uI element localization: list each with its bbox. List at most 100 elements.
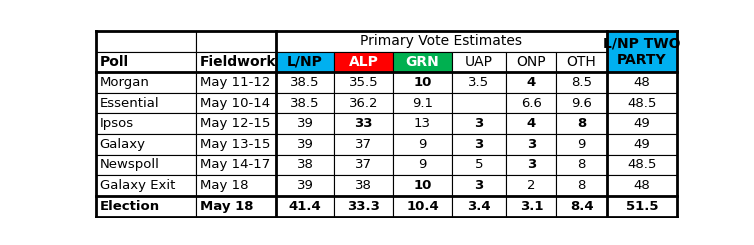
Text: 48.5: 48.5 (627, 159, 657, 172)
Bar (335, 196, 393, 217)
Text: 8: 8 (578, 179, 586, 192)
Text: 3: 3 (527, 138, 536, 151)
Text: May 18: May 18 (200, 179, 249, 192)
Text: May 18: May 18 (200, 200, 253, 213)
Text: 39: 39 (297, 117, 314, 130)
Text: Essential: Essential (100, 97, 159, 110)
Bar (335, 175, 393, 196)
Text: 51.5: 51.5 (626, 200, 658, 213)
Text: 35.5: 35.5 (349, 76, 379, 89)
Bar (506, 93, 556, 113)
Bar (452, 155, 506, 175)
Text: 6.6: 6.6 (521, 97, 542, 110)
Text: 36.2: 36.2 (349, 97, 379, 110)
Bar (393, 51, 452, 72)
Text: 49: 49 (633, 117, 650, 130)
Bar (506, 113, 556, 134)
Bar (607, 134, 677, 155)
Text: L/NP TWO
PARTY: L/NP TWO PARTY (603, 37, 681, 67)
Bar (607, 31, 677, 72)
Text: 10.4: 10.4 (406, 200, 439, 213)
Text: 9: 9 (418, 159, 427, 172)
Bar (276, 155, 335, 175)
Bar (556, 134, 607, 155)
Text: 3.1: 3.1 (520, 200, 543, 213)
Bar (276, 31, 607, 51)
Text: Primary Vote Estimates: Primary Vote Estimates (360, 34, 523, 48)
Text: 4: 4 (527, 76, 536, 89)
Bar (452, 51, 506, 72)
Bar (556, 93, 607, 113)
Bar (607, 175, 677, 196)
Text: 37: 37 (355, 159, 372, 172)
Bar (276, 175, 335, 196)
Bar (556, 196, 607, 217)
Text: Morgan: Morgan (100, 76, 149, 89)
Bar (196, 93, 276, 113)
Text: 10: 10 (413, 76, 431, 89)
Text: Galaxy: Galaxy (100, 138, 146, 151)
Bar (335, 51, 393, 72)
Text: 33.3: 33.3 (348, 200, 380, 213)
Bar (556, 72, 607, 93)
Text: 38.5: 38.5 (290, 97, 320, 110)
Text: 9: 9 (418, 138, 427, 151)
Text: ALP: ALP (349, 55, 379, 69)
Text: May 10-14: May 10-14 (200, 97, 270, 110)
Text: 4: 4 (527, 117, 536, 130)
Bar (276, 196, 335, 217)
Bar (196, 51, 276, 72)
Bar (96, 155, 196, 175)
Bar (96, 113, 196, 134)
Bar (452, 113, 506, 134)
Bar (96, 51, 196, 72)
Text: 48: 48 (633, 76, 650, 89)
Bar (607, 93, 677, 113)
Text: 48.5: 48.5 (627, 97, 657, 110)
Bar (556, 51, 607, 72)
Text: 5: 5 (475, 159, 483, 172)
Text: 39: 39 (297, 179, 314, 192)
Bar (607, 113, 677, 134)
Text: 9.6: 9.6 (571, 97, 592, 110)
Text: 38.5: 38.5 (290, 76, 320, 89)
Bar (196, 113, 276, 134)
Text: Ipsos: Ipsos (100, 117, 133, 130)
Bar (506, 175, 556, 196)
Bar (276, 113, 335, 134)
Text: GRN: GRN (406, 55, 440, 69)
Bar (607, 196, 677, 217)
Text: Newspoll: Newspoll (100, 159, 160, 172)
Bar (506, 196, 556, 217)
Bar (96, 72, 196, 93)
Bar (276, 93, 335, 113)
Text: May 11-12: May 11-12 (200, 76, 271, 89)
Bar (276, 134, 335, 155)
Bar (556, 155, 607, 175)
Text: 8.4: 8.4 (570, 200, 593, 213)
Text: Fieldwork: Fieldwork (200, 55, 277, 69)
Bar (96, 134, 196, 155)
Bar (276, 72, 335, 93)
Bar (196, 72, 276, 93)
Text: 8: 8 (578, 159, 586, 172)
Text: L/NP: L/NP (287, 55, 323, 69)
Text: 49: 49 (633, 138, 650, 151)
Bar (393, 155, 452, 175)
Text: OTH: OTH (567, 55, 596, 69)
Bar (452, 196, 506, 217)
Bar (96, 93, 196, 113)
Bar (96, 196, 196, 217)
Bar (393, 196, 452, 217)
Bar (96, 31, 196, 51)
Text: 10: 10 (413, 179, 431, 192)
Text: 9.1: 9.1 (412, 97, 433, 110)
Bar (393, 93, 452, 113)
Bar (196, 31, 276, 51)
Text: 3: 3 (474, 138, 483, 151)
Bar (506, 51, 556, 72)
Text: May 12-15: May 12-15 (200, 117, 271, 130)
Bar (556, 175, 607, 196)
Text: ONP: ONP (516, 55, 546, 69)
Text: 3: 3 (474, 179, 483, 192)
